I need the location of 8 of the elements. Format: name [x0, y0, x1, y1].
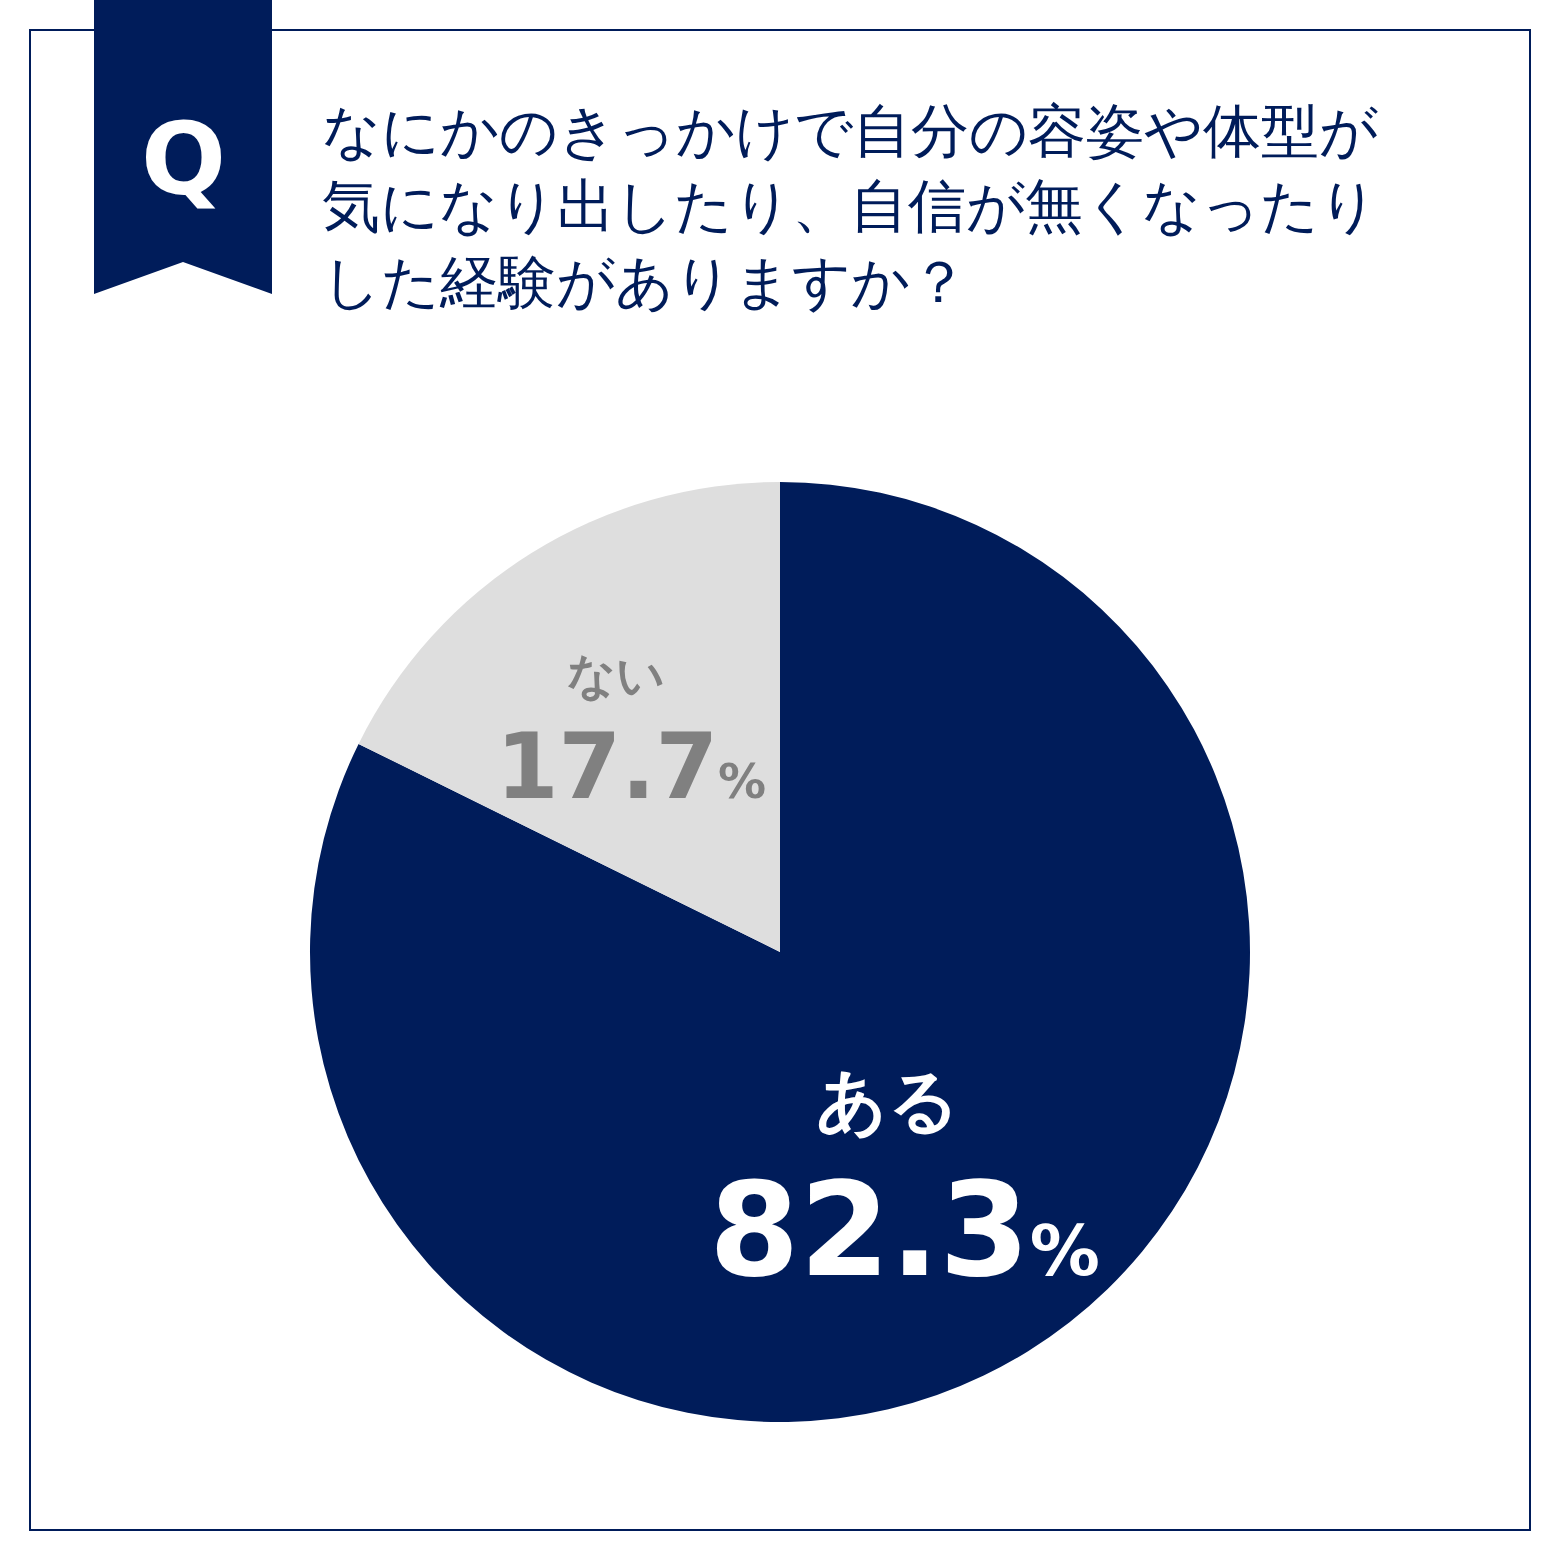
- pie-slice: [358, 482, 780, 952]
- data-label: 17.7%: [496, 714, 767, 819]
- text: Q: [141, 101, 227, 218]
- data-label: 82.3%: [709, 1154, 1100, 1306]
- slice-label: ない: [567, 647, 665, 703]
- chart-title: なにかのきっかけで自分の容姿や体型が気になり出したり、自信が無くなったりした経験がありますか？: [322, 97, 1378, 316]
- slice-label: ある: [816, 1060, 960, 1142]
- pie-slice: [310, 482, 1250, 1422]
